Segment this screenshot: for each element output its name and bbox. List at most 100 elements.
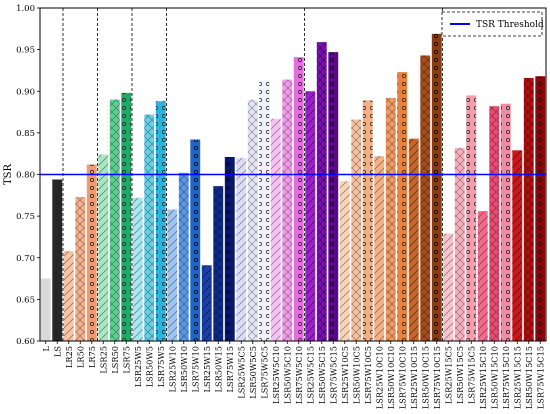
bar-lsr50w5c10 (282, 79, 293, 341)
x-tick-label: LSR25W10 (167, 346, 177, 392)
bar-lsr25w10c15 (408, 138, 419, 341)
bar-lsr75w15c5 (466, 95, 477, 341)
bar-lsr50w10c5 (351, 119, 362, 341)
bar-lsr75w15c10 (500, 103, 511, 342)
x-tick-label: LSR75W5C5 (259, 346, 269, 399)
bar-lsr25w5c5 (236, 157, 247, 341)
bar-lsr75w5c10 (293, 57, 304, 342)
bar-lsr25w5c15 (305, 91, 316, 341)
x-axis: L LS LR25 LR50 LR75 LSR25 LSR50 LSR75 LSR25W5 LSR… (41, 341, 545, 409)
y-tick-label: 0.85 (16, 129, 35, 139)
bar-lsr50w5c15 (316, 42, 327, 341)
x-tick-label: LSR25W15 (202, 346, 212, 392)
y-tick-label: 0.65 (16, 295, 35, 305)
x-tick-label: LSR25W5C15 (305, 346, 315, 404)
bar-lsr75w10 (190, 139, 201, 341)
bar-lsr50w10 (178, 172, 189, 341)
x-tick-label: LSR50W15 (213, 346, 223, 392)
bar-lsr50w15c5 (454, 147, 465, 341)
bar-l (40, 278, 51, 341)
y-tick-label: 0.75 (16, 212, 35, 222)
bar-lsr25w15c15 (512, 150, 523, 341)
x-tick-label: LSR25W15C5 (443, 346, 453, 404)
x-tick-label: LSR25W5C5 (236, 346, 246, 399)
bar-lsr50w15c15 (523, 77, 534, 342)
x-tick-label: LSR25W10C5 (340, 346, 350, 404)
x-tick-label: LSR75W5C10 (294, 346, 304, 404)
x-tick-label: LSR75W10C15 (432, 346, 442, 409)
x-tick-label: LSR75W10C5 (363, 346, 373, 404)
y-axis-label: TSR (3, 164, 14, 186)
x-tick-label: LSR50W5C15 (317, 346, 327, 404)
bar-lsr25w10 (167, 209, 178, 341)
x-tick-label: LS (52, 346, 62, 357)
x-tick-label: LSR50W10C5 (351, 346, 361, 404)
x-tick-label: LSR25W5C10 (271, 346, 281, 404)
x-tick-label: LR50 (75, 346, 85, 368)
legend: TSR Threshold (441, 11, 544, 37)
bar-lsr25w15c5 (443, 233, 454, 341)
y-axis: 0.60 0.65 0.70 0.75 0.80 0.85 0.90 0.95 1.00 (16, 4, 40, 347)
bar-lsr25w15 (201, 265, 212, 341)
y-tick-label: 0.95 (16, 46, 35, 56)
bar-lsr25w10c10 (374, 156, 385, 341)
bar-lsr75w15 (224, 157, 235, 341)
x-tick-label: LSR50W5C5 (248, 346, 258, 399)
y-tick-label: 1.00 (16, 4, 35, 14)
x-tick-label: LSR25W15C10 (478, 346, 488, 409)
x-tick-label: LSR50W15C5 (455, 346, 465, 404)
bar-lr75 (86, 164, 97, 341)
x-tick-label: LR25 (64, 346, 74, 368)
y-tick-label: 0.60 (16, 337, 35, 347)
bar-lsr25 (98, 154, 109, 341)
x-tick-label: LSR25 (98, 346, 108, 374)
bar-lr50 (75, 196, 86, 341)
bar-lr25 (63, 251, 74, 341)
bar-lsr75w15c15 (535, 76, 546, 341)
bar-lsr25w15c10 (477, 211, 488, 341)
bar-lsr75w10c10 (397, 72, 408, 341)
x-tick-label: LSR25W5 (133, 346, 143, 387)
x-tick-label: LSR75W15C15 (535, 346, 545, 409)
bar-lsr75w10c15 (431, 33, 442, 342)
x-tick-label: LSR75W10C10 (397, 346, 407, 409)
x-tick-label: LSR25W10C15 (409, 346, 419, 409)
bar-lsr50w15c10 (489, 106, 500, 341)
bar-lsr75 (121, 92, 132, 341)
bar-lsr75w10c5 (362, 100, 373, 341)
x-tick-label: LSR50W15C15 (524, 346, 534, 409)
bar-lsr50w5 (144, 114, 155, 341)
x-tick-label: LSR50W15C10 (489, 346, 499, 409)
bar-lsr25w5c10 (270, 118, 281, 341)
x-tick-label: LSR75W5C15 (328, 346, 338, 404)
x-tick-label: LSR75W15C5 (466, 346, 476, 404)
bar-lsr25w10c5 (339, 181, 350, 341)
x-tick-label: LSR50W5C10 (282, 346, 292, 404)
x-tick-label: LSR75W15 (225, 346, 235, 392)
x-tick-label: LSR75W15C10 (501, 346, 511, 409)
x-tick-label: LSR75 (121, 346, 131, 374)
x-tick-label: L (41, 345, 51, 351)
x-tick-label: LSR50W10C10 (386, 346, 396, 409)
x-tick-label: LSR25W10C10 (374, 346, 384, 409)
bar-lsr50w15 (213, 186, 224, 341)
x-tick-label: LSR75W10 (190, 346, 200, 392)
x-tick-label: LSR25W15C15 (512, 346, 522, 409)
y-tick-label: 0.80 (16, 171, 35, 181)
bars-layer (40, 33, 546, 342)
bar-lsr50 (109, 99, 120, 341)
bar-lsr50w10c15 (420, 55, 431, 341)
x-tick-label: LSR50W10C15 (420, 346, 430, 409)
x-tick-label: LSR75W5 (156, 346, 166, 387)
x-tick-label: LR75 (87, 346, 97, 368)
plot-frame (39, 7, 547, 342)
bar-ls (52, 179, 63, 341)
bar-lsr75w5 (155, 101, 166, 342)
bar-lsr75w5c15 (328, 52, 339, 342)
bar-lsr50w5c5 (247, 99, 258, 341)
y-tick-label: 0.70 (16, 254, 35, 264)
legend-label-threshold: TSR Threshold (476, 20, 544, 30)
bar-lsr50w10c10 (385, 97, 396, 341)
